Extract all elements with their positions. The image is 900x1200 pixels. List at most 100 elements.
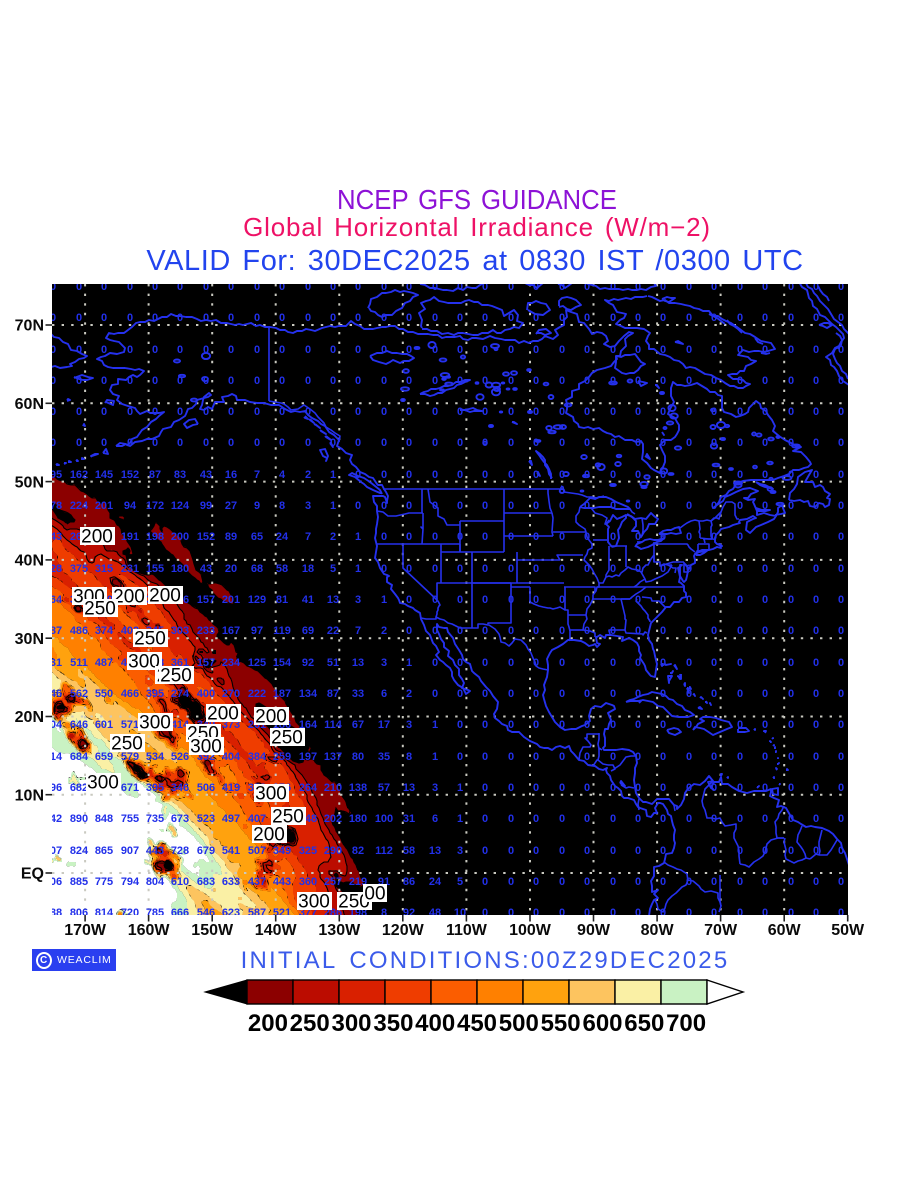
svg-text:0: 0 — [279, 312, 285, 324]
svg-text:86: 86 — [403, 876, 415, 888]
svg-text:259: 259 — [273, 751, 291, 763]
svg-text:16: 16 — [225, 469, 237, 481]
svg-text:400: 400 — [197, 688, 215, 700]
svg-text:0: 0 — [559, 751, 565, 763]
svg-text:775: 775 — [95, 876, 113, 888]
svg-text:0: 0 — [559, 437, 565, 449]
svg-text:0: 0 — [76, 406, 82, 418]
svg-text:191: 191 — [121, 531, 139, 543]
svg-text:0: 0 — [533, 907, 539, 919]
svg-text:0: 0 — [635, 719, 641, 731]
svg-text:0: 0 — [432, 375, 438, 387]
svg-text:41: 41 — [302, 594, 314, 606]
svg-text:0: 0 — [305, 437, 311, 449]
svg-text:0: 0 — [737, 469, 743, 481]
svg-text:0: 0 — [813, 312, 819, 324]
svg-text:0: 0 — [686, 594, 692, 606]
svg-text:140W: 140W — [255, 922, 298, 939]
svg-text:0: 0 — [482, 375, 488, 387]
svg-text:0: 0 — [584, 845, 590, 857]
svg-text:404: 404 — [222, 751, 241, 763]
svg-text:0: 0 — [686, 845, 692, 857]
svg-text:0: 0 — [101, 312, 107, 324]
svg-text:0: 0 — [813, 876, 819, 888]
svg-text:0: 0 — [813, 719, 819, 731]
svg-text:0: 0 — [610, 845, 616, 857]
svg-text:0: 0 — [381, 469, 387, 481]
svg-text:250: 250 — [134, 629, 166, 650]
svg-text:0: 0 — [660, 375, 666, 387]
svg-text:0: 0 — [660, 813, 666, 825]
svg-text:0: 0 — [508, 625, 514, 637]
svg-text:250: 250 — [84, 599, 116, 620]
svg-text:0: 0 — [635, 594, 641, 606]
svg-text:0: 0 — [660, 469, 666, 481]
svg-text:0: 0 — [686, 907, 692, 919]
svg-text:286: 286 — [324, 907, 342, 919]
svg-text:0: 0 — [660, 344, 666, 356]
svg-text:3: 3 — [381, 657, 387, 669]
svg-text:40N: 40N — [15, 553, 44, 570]
svg-text:0: 0 — [279, 375, 285, 387]
svg-text:0: 0 — [711, 312, 717, 324]
svg-text:0: 0 — [355, 344, 361, 356]
svg-text:0: 0 — [203, 281, 209, 293]
svg-text:0: 0 — [686, 688, 692, 700]
svg-text:0: 0 — [711, 907, 717, 919]
svg-text:0: 0 — [508, 281, 514, 293]
svg-text:610: 610 — [171, 876, 189, 888]
svg-text:200: 200 — [255, 707, 287, 728]
svg-text:0: 0 — [508, 719, 514, 731]
svg-text:24: 24 — [276, 531, 289, 543]
svg-text:0: 0 — [711, 406, 717, 418]
svg-text:0: 0 — [508, 531, 514, 543]
svg-text:81: 81 — [276, 594, 288, 606]
svg-text:0: 0 — [762, 531, 768, 543]
svg-text:0: 0 — [305, 406, 311, 418]
svg-text:0: 0 — [660, 845, 666, 857]
svg-text:571: 571 — [121, 719, 139, 731]
svg-text:300: 300 — [128, 652, 160, 673]
svg-text:0: 0 — [432, 469, 438, 481]
svg-text:673: 673 — [171, 813, 189, 825]
svg-text:443: 443 — [146, 845, 164, 857]
svg-text:48: 48 — [429, 907, 441, 919]
svg-text:0: 0 — [127, 437, 133, 449]
svg-text:250: 250 — [290, 1010, 330, 1037]
svg-text:20N: 20N — [15, 709, 44, 726]
svg-text:154: 154 — [273, 657, 292, 669]
svg-text:885: 885 — [70, 876, 88, 888]
svg-text:0: 0 — [482, 312, 488, 324]
svg-text:0: 0 — [838, 469, 844, 481]
svg-text:0: 0 — [432, 500, 438, 512]
svg-text:0: 0 — [737, 719, 743, 731]
svg-text:0: 0 — [152, 281, 158, 293]
svg-text:274: 274 — [171, 688, 190, 700]
svg-text:00: 00 — [364, 884, 385, 905]
svg-text:0: 0 — [432, 688, 438, 700]
svg-text:0: 0 — [50, 281, 56, 293]
svg-text:531: 531 — [44, 657, 62, 669]
svg-text:0: 0 — [508, 876, 514, 888]
svg-text:0: 0 — [482, 563, 488, 575]
svg-text:195: 195 — [44, 469, 62, 481]
svg-text:0: 0 — [788, 876, 794, 888]
svg-text:0: 0 — [533, 344, 539, 356]
svg-text:0: 0 — [559, 344, 565, 356]
svg-text:0: 0 — [711, 594, 717, 606]
svg-text:683: 683 — [197, 876, 215, 888]
svg-text:0: 0 — [406, 469, 412, 481]
svg-text:0: 0 — [406, 500, 412, 512]
svg-text:377: 377 — [299, 907, 317, 919]
svg-text:264: 264 — [299, 782, 318, 794]
svg-text:99: 99 — [200, 500, 212, 512]
svg-text:0: 0 — [50, 437, 56, 449]
svg-text:646: 646 — [70, 719, 88, 731]
svg-text:4: 4 — [279, 469, 286, 481]
svg-text:0: 0 — [635, 625, 641, 637]
svg-text:0: 0 — [610, 782, 616, 794]
svg-text:0: 0 — [788, 437, 794, 449]
svg-text:0: 0 — [508, 563, 514, 575]
svg-text:0: 0 — [813, 845, 819, 857]
svg-text:0: 0 — [457, 344, 463, 356]
